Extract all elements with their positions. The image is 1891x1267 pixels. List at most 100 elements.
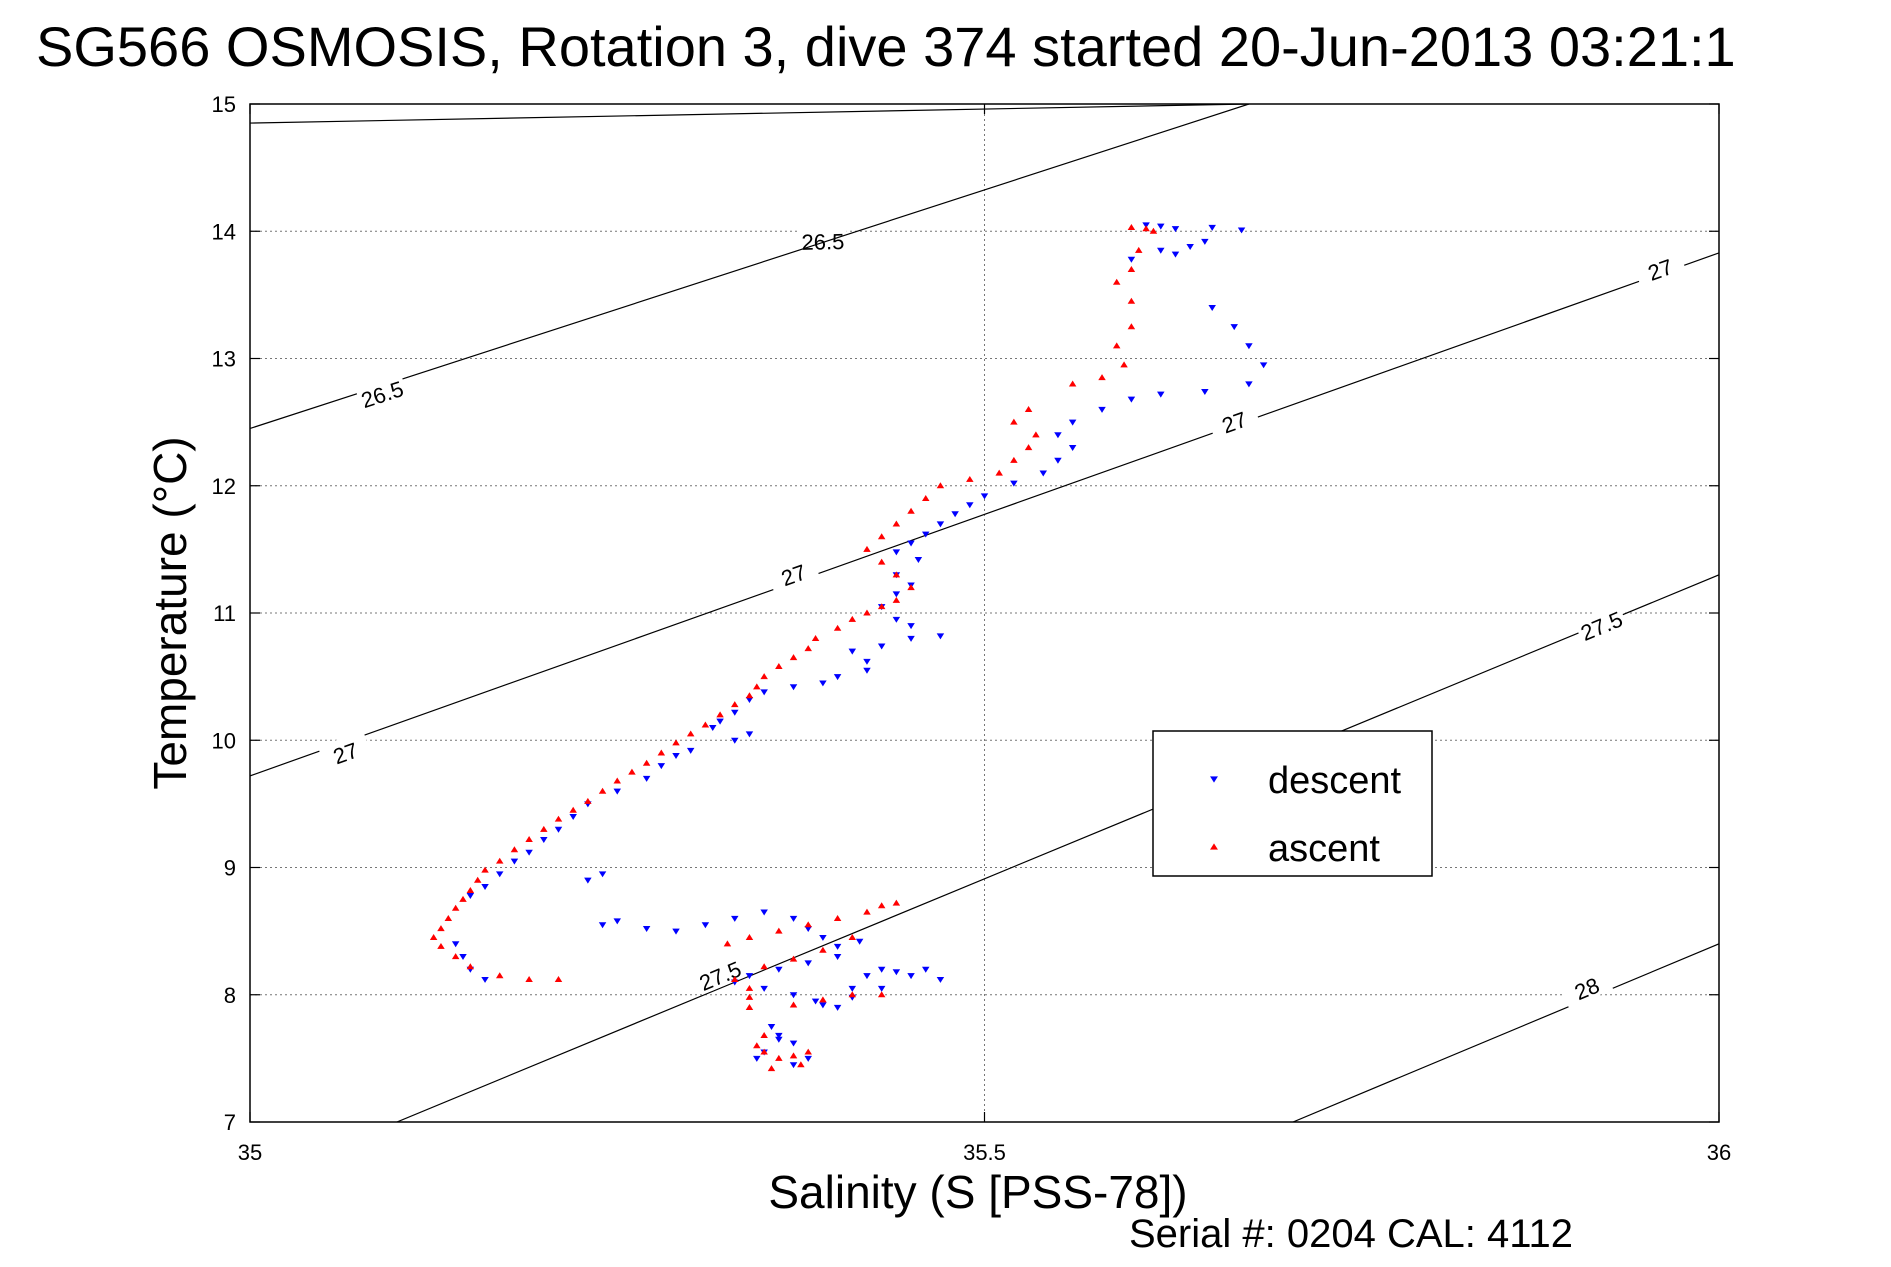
ascent-point: [1068, 380, 1077, 387]
descent-point: [811, 998, 820, 1005]
chart-title: SG566 OSMOSIS, Rotation 3, dive 374 star…: [36, 15, 1736, 78]
descent-point: [1201, 238, 1209, 245]
descent-point: [1054, 457, 1062, 464]
descent-point: [1039, 470, 1048, 477]
ascent-point: [877, 991, 886, 998]
descent-point: [753, 1055, 761, 1062]
descent-point: [1259, 362, 1268, 369]
descent-point: [760, 909, 768, 916]
descent-point: [833, 1004, 842, 1011]
descent-point: [1127, 256, 1136, 263]
contour-label-background: [354, 372, 409, 413]
descent-point: [980, 493, 989, 500]
ascent-point: [540, 825, 548, 832]
legend-label-descent: descent: [1268, 760, 1402, 802]
descent-point: [951, 511, 959, 518]
ascent-point: [1127, 323, 1136, 330]
descent-point: [613, 788, 621, 795]
descent-point: [804, 960, 812, 967]
ascent-point: [877, 533, 886, 540]
descent-point: [789, 915, 798, 922]
descent-point: [855, 938, 864, 945]
descent-point: [760, 985, 768, 992]
ascent-point: [877, 603, 886, 610]
descent-point: [775, 1036, 783, 1043]
descent-point: [510, 858, 519, 865]
descent-point: [775, 1032, 783, 1039]
descent-point: [1157, 247, 1165, 254]
descent-point: [877, 643, 886, 650]
y-tick-label: 8: [224, 983, 236, 1008]
descent-point: [819, 680, 827, 687]
ascent-point: [819, 996, 827, 1003]
y-tick-label: 12: [212, 474, 236, 499]
descent-point: [1010, 480, 1018, 487]
descent-point: [819, 934, 827, 941]
data-points: [429, 222, 1268, 1072]
ascent-point: [444, 914, 453, 921]
descent-point: [481, 976, 489, 983]
descent-point: [451, 941, 460, 948]
descent-point: [1171, 226, 1180, 233]
descent-point: [892, 616, 901, 623]
descent-point: [863, 973, 871, 980]
ascent-point: [701, 721, 710, 728]
descent-point: [1068, 445, 1077, 452]
descent-point: [569, 814, 577, 821]
descent-point: [554, 826, 563, 833]
y-axis-label: Temperature (°C): [144, 436, 196, 789]
ascent-point: [1024, 444, 1033, 451]
contour-label-background: [1558, 965, 1614, 1008]
contour-label-background: [1573, 602, 1628, 646]
ascent-point: [1032, 431, 1040, 438]
descent-point: [907, 635, 915, 642]
ascent-point: [892, 596, 901, 603]
descent-point: [642, 926, 651, 933]
ascent-point: [1024, 405, 1033, 412]
descent-point: [642, 775, 651, 782]
descent-point: [804, 1055, 812, 1062]
ascent-point: [1127, 297, 1136, 304]
ascent-point: [907, 507, 915, 514]
ascent-point: [723, 940, 732, 947]
density-contour-line: [250, 252, 1719, 777]
ascent-point: [789, 1052, 798, 1059]
descent-point: [789, 1040, 798, 1047]
ascent-point: [804, 1048, 812, 1055]
descent-point: [745, 731, 754, 738]
ascent-point: [745, 934, 754, 941]
descent-point: [731, 915, 739, 922]
ascent-point: [466, 963, 475, 970]
y-tick-label: 14: [212, 219, 236, 244]
ascent-point: [1127, 223, 1136, 230]
y-tick-label: 11: [213, 601, 236, 626]
ascent-point: [459, 895, 467, 902]
contour-label-background: [1632, 247, 1687, 288]
ascent-point: [1149, 227, 1158, 234]
ascent-point: [760, 963, 768, 970]
ascent-point: [892, 899, 901, 906]
descent-point: [525, 849, 533, 856]
legend-box: [1152, 730, 1433, 877]
ascent-point: [848, 934, 857, 941]
descent-point: [863, 658, 871, 665]
serial-cal-footer: Serial #: 0204 CAL: 4112: [1129, 1212, 1573, 1256]
ascent-point: [745, 1004, 754, 1011]
descent-point: [914, 557, 923, 564]
ascent-point: [716, 711, 724, 718]
ascent-point: [811, 635, 820, 641]
ascent-point: [745, 692, 754, 699]
ascent-point: [437, 925, 445, 932]
legend: descent ascent: [1152, 730, 1433, 877]
descent-point: [907, 540, 915, 547]
descent-point: [921, 966, 930, 973]
descent-point: [1237, 227, 1246, 234]
ascent-point: [1010, 456, 1018, 463]
ascent-point: [429, 934, 438, 941]
ascent-point: [554, 976, 563, 983]
ascent-point: [642, 759, 651, 766]
ascent-point: [804, 645, 812, 652]
contour-label-background: [765, 552, 820, 594]
ascent-point: [775, 1054, 783, 1061]
